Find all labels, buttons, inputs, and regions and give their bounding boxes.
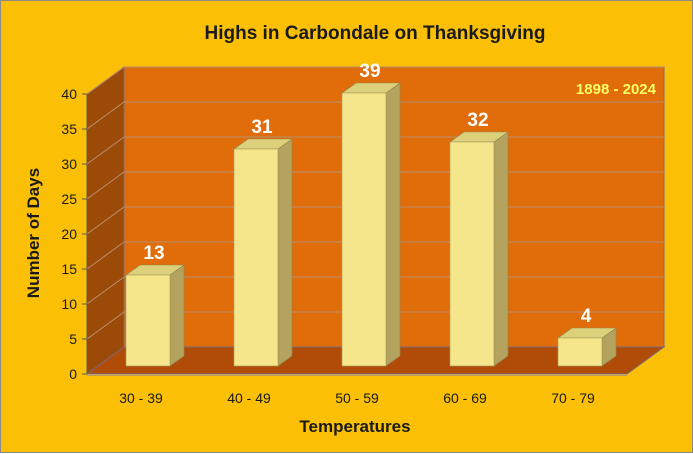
x-axis-title: Temperatures (299, 417, 410, 436)
bar-side (493, 131, 509, 367)
gridline-side (86, 136, 125, 165)
data-label: 4 (581, 306, 592, 327)
y-tick-label: 40 (61, 86, 77, 102)
bar-side (385, 82, 401, 367)
x-tick-label: 30 - 39 (119, 390, 163, 406)
y-tick-label: 0 (69, 366, 77, 382)
x-axis-ticks: 30 - 39 40 - 49 50 - 59 60 - 69 70 - 79 (119, 390, 595, 406)
data-label: 39 (359, 61, 380, 82)
x-tick-label: 70 - 79 (551, 390, 595, 406)
bar-side (169, 264, 185, 367)
floor-edge (87, 374, 627, 376)
bar (233, 148, 279, 367)
x-tick-label: 40 - 49 (227, 390, 271, 406)
gridline-side (86, 206, 125, 235)
bar-side (277, 138, 293, 367)
gridline-side (86, 66, 125, 95)
bar (125, 274, 171, 367)
year-range-annotation: 1898 - 2024 (576, 81, 657, 98)
gridline-side (86, 171, 125, 200)
gridline-side (86, 101, 125, 130)
y-tick-label: 25 (61, 191, 77, 207)
y-tick-label: 20 (61, 226, 77, 242)
y-tick-label: 10 (61, 296, 77, 312)
bar (557, 337, 603, 367)
x-tick-label: 60 - 69 (443, 390, 487, 406)
gridline-side (86, 276, 125, 305)
gridline-side (86, 241, 125, 270)
y-tick-label: 35 (61, 121, 77, 137)
data-label: 13 (143, 243, 164, 264)
data-labels: 13 31 39 32 4 (143, 61, 591, 327)
bar (449, 141, 495, 367)
x-tick-label: 50 - 59 (335, 390, 379, 406)
gridline-side (86, 311, 125, 340)
chart-title: Highs in Carbondale on Thanksgiving (205, 23, 546, 44)
y-tick-label: 15 (61, 261, 77, 277)
y-axis-title: Number of Days (24, 168, 43, 298)
y-axis-ticks: 0 5 10 15 20 25 30 35 40 (61, 86, 88, 382)
data-label: 31 (251, 117, 273, 138)
data-label: 32 (467, 110, 488, 131)
bars (125, 82, 617, 367)
y-tick-label: 30 (61, 156, 77, 172)
bar (341, 92, 387, 367)
y-tick-label: 5 (69, 331, 77, 347)
